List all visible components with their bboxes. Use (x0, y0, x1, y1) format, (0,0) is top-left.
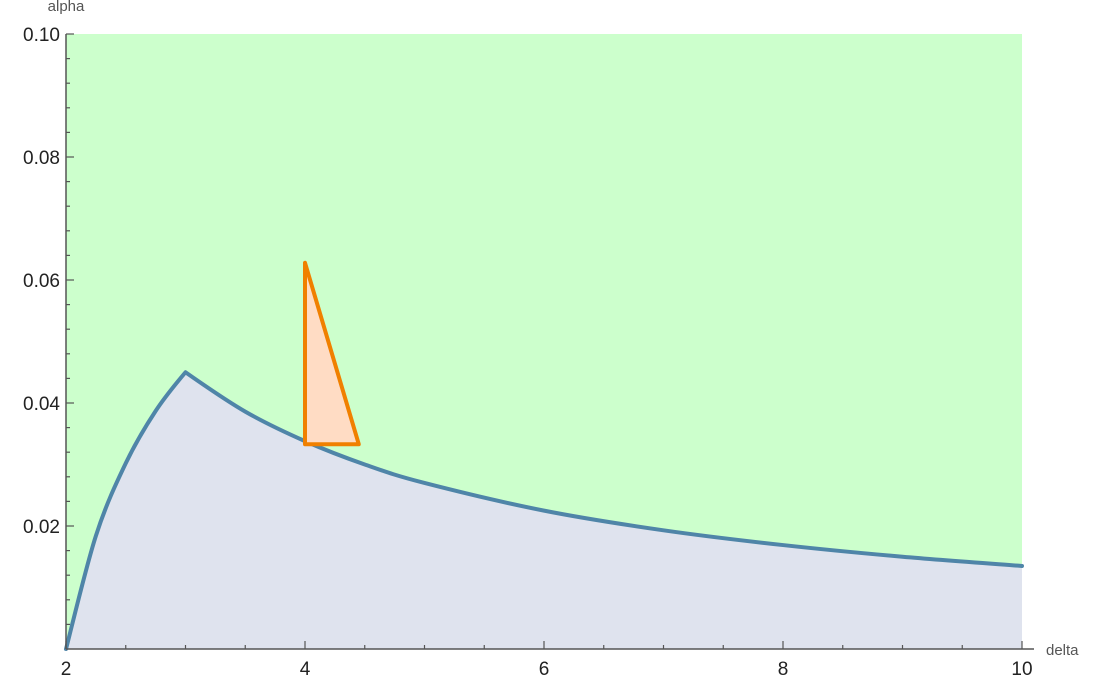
y-tick-label: 0.04 (23, 394, 60, 415)
x-tick-label: 8 (778, 659, 789, 680)
x-axis-title: delta (1046, 642, 1079, 659)
y-axis: 0.02 0.04 0.06 0.08 0.10 (23, 25, 74, 649)
x-tick-label: 2 (61, 659, 72, 680)
y-axis-title: alpha (48, 0, 85, 15)
y-tick-label: 0.06 (23, 271, 60, 292)
x-tick-label: 4 (300, 659, 311, 680)
x-tick-label: 10 (1011, 659, 1032, 680)
y-tick-label: 0.10 (23, 25, 60, 46)
boundary-curve (64, 370, 1024, 651)
y-tick-label: 0.08 (23, 148, 60, 169)
x-axis: 2 4 6 8 10 (61, 641, 1034, 680)
x-tick-label: 6 (539, 659, 550, 680)
y-tick-label: 0.02 (23, 517, 60, 538)
orange-triangle-region (303, 260, 361, 447)
